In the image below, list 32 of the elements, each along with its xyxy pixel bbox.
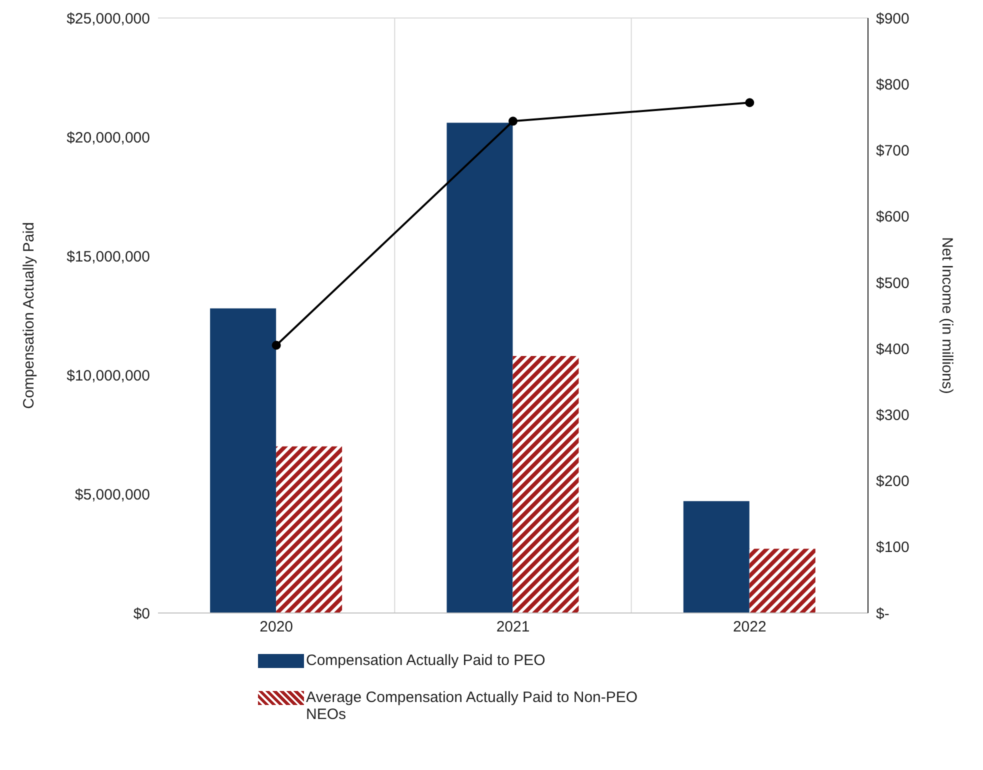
- y2-tick-label: $700: [876, 142, 910, 160]
- point: [272, 340, 281, 350]
- y2-tick-label: $100: [876, 539, 910, 556]
- y2-tick-label: $400: [876, 340, 910, 358]
- bar: [446, 122, 513, 613]
- point: [508, 116, 518, 126]
- y-tick-label: $10,000,000: [66, 367, 150, 384]
- legend-label: Compensation Actually Paid to PEO: [306, 652, 546, 669]
- y-tick-label: $5,000,000: [74, 486, 150, 504]
- x-tick-label: 2021: [496, 618, 530, 636]
- y2-tick-label: $500: [876, 274, 910, 292]
- legend-label: Average Compensation Actually Paid to Non-PEO NEOs: [306, 689, 639, 723]
- y-tick-label: $20,000,000: [66, 129, 150, 146]
- y-tick-label: $0: [133, 605, 150, 622]
- bar: [210, 308, 276, 613]
- y2-tick-label: $600: [876, 208, 910, 226]
- bar: [683, 501, 750, 613]
- y-tick-label: $15,000,000: [66, 248, 150, 266]
- bar: [276, 446, 342, 613]
- x-tick-label: 2022: [732, 618, 766, 636]
- y2-tick-label: $900: [876, 10, 910, 28]
- y2-axis-title: Net Income (in millions): [938, 237, 956, 394]
- y2-tick-label: $300: [876, 406, 910, 424]
- bar: [512, 356, 579, 613]
- y-axis-title: Compensation Actually Paid: [20, 222, 38, 409]
- y2-tick-label: $200: [876, 473, 910, 490]
- bar: [749, 548, 816, 613]
- point: [745, 98, 754, 108]
- x-tick-label: 2020: [260, 618, 294, 636]
- y2-tick-label: $800: [876, 76, 910, 94]
- y-tick-label: $25,000,000: [66, 10, 150, 28]
- y2-tick-label: $-: [876, 605, 890, 622]
